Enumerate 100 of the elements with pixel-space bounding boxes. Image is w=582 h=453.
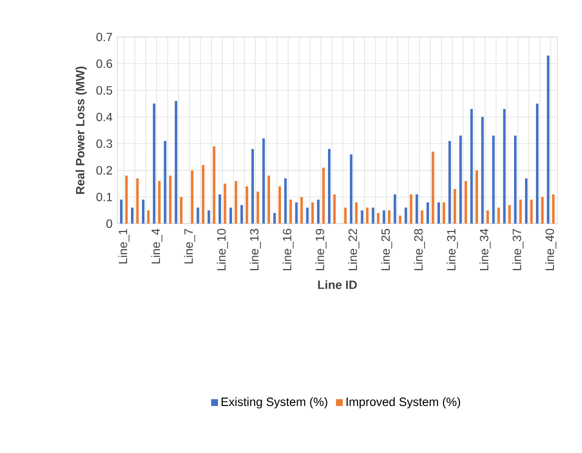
bar bbox=[256, 192, 260, 224]
bar bbox=[240, 204, 243, 224]
y-tick-label: 0.7 bbox=[96, 32, 112, 42]
x-tick-label: Line_22 bbox=[348, 228, 360, 270]
legend-label: Existing System (%) bbox=[222, 397, 328, 408]
bar bbox=[208, 210, 210, 224]
bar bbox=[376, 212, 380, 224]
bar bbox=[262, 138, 265, 224]
bar bbox=[136, 178, 139, 224]
bar bbox=[284, 178, 287, 224]
bar bbox=[152, 104, 156, 224]
bar bbox=[437, 202, 440, 224]
bar bbox=[481, 116, 484, 224]
x-tick-label: Line_16 bbox=[282, 228, 294, 270]
bar bbox=[130, 208, 134, 224]
x-tick-label: Line_19 bbox=[315, 228, 326, 270]
bar bbox=[147, 210, 150, 224]
bar bbox=[366, 208, 369, 224]
x-tick-label: Line_1 bbox=[118, 228, 130, 264]
x-tick-label: Line_34 bbox=[480, 228, 491, 270]
bar bbox=[300, 196, 303, 224]
bar bbox=[120, 200, 123, 224]
bar bbox=[317, 200, 320, 224]
bar bbox=[546, 56, 550, 224]
bar bbox=[125, 176, 128, 224]
bar bbox=[519, 200, 522, 224]
x-tick-label: Line_13 bbox=[250, 228, 261, 270]
bar bbox=[142, 200, 144, 224]
bar bbox=[398, 216, 402, 224]
bar bbox=[470, 108, 473, 224]
bar bbox=[486, 210, 489, 224]
y-axis-title: Real Power Loss (MW) bbox=[76, 66, 87, 194]
bar bbox=[420, 210, 424, 224]
bar bbox=[164, 140, 166, 224]
bar bbox=[322, 168, 325, 224]
bar bbox=[350, 154, 352, 224]
bar bbox=[536, 104, 538, 224]
x-tick-label: Line_40 bbox=[545, 228, 556, 270]
bar bbox=[224, 184, 226, 224]
bar bbox=[174, 100, 178, 224]
bar bbox=[525, 178, 528, 224]
bar bbox=[289, 200, 292, 224]
bar bbox=[410, 194, 412, 224]
bar bbox=[311, 202, 314, 224]
bar bbox=[492, 136, 495, 224]
y-tick-label: 0.1 bbox=[96, 192, 112, 202]
bar bbox=[388, 210, 390, 224]
bar bbox=[344, 208, 347, 224]
x-axis-title: Line ID bbox=[318, 280, 357, 290]
bar bbox=[448, 140, 451, 224]
bar bbox=[454, 188, 456, 224]
bar bbox=[169, 176, 172, 224]
bar bbox=[212, 146, 216, 224]
bar bbox=[426, 202, 430, 224]
x-tick-label: Line_31 bbox=[446, 228, 458, 270]
bar bbox=[530, 200, 533, 224]
x-tick-label: Line_25 bbox=[381, 228, 392, 270]
x-tick-label: Line_10 bbox=[216, 228, 228, 270]
bar bbox=[190, 170, 194, 224]
bar bbox=[514, 136, 517, 224]
bar bbox=[394, 194, 396, 224]
bar bbox=[251, 148, 254, 224]
bar bbox=[273, 212, 276, 224]
bar bbox=[180, 196, 182, 224]
y-tick-label: 0.6 bbox=[96, 59, 112, 68]
bar bbox=[508, 204, 511, 224]
bar bbox=[552, 194, 555, 224]
bar bbox=[229, 208, 232, 224]
bar bbox=[218, 194, 222, 224]
y-tick-label: 0.4 bbox=[96, 112, 112, 122]
bar bbox=[202, 164, 204, 224]
bar bbox=[268, 176, 270, 224]
bar bbox=[158, 180, 161, 224]
legend-label: Improved System (%) bbox=[346, 397, 460, 408]
bar bbox=[382, 210, 386, 224]
bar bbox=[404, 208, 408, 224]
bar bbox=[333, 194, 336, 224]
y-tick-label: 0.2 bbox=[96, 166, 112, 175]
bar bbox=[306, 208, 309, 224]
bar bbox=[278, 186, 282, 224]
bar bbox=[360, 210, 364, 224]
y-tick-label: 0.3 bbox=[96, 139, 112, 148]
x-tick-label: Line_37 bbox=[512, 228, 524, 270]
bar bbox=[432, 152, 434, 224]
bar bbox=[497, 208, 500, 224]
bar bbox=[503, 108, 506, 224]
y-tick-label: 0.5 bbox=[96, 86, 112, 95]
bar bbox=[328, 148, 331, 224]
bar bbox=[372, 208, 374, 224]
bar bbox=[416, 194, 418, 224]
x-tick-label: Line_4 bbox=[151, 228, 162, 264]
bar bbox=[464, 180, 468, 224]
bar bbox=[234, 180, 238, 224]
x-tick-label: Line_28 bbox=[414, 228, 425, 270]
bar bbox=[196, 208, 200, 224]
bar bbox=[459, 136, 462, 224]
bar bbox=[541, 196, 544, 224]
x-tick-label: Line_7 bbox=[184, 228, 196, 264]
bar bbox=[355, 202, 358, 224]
y-tick-label: 0 bbox=[106, 219, 112, 228]
